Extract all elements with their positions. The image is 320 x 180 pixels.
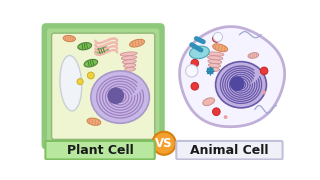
- Ellipse shape: [84, 59, 98, 67]
- Ellipse shape: [78, 43, 92, 50]
- Ellipse shape: [121, 56, 137, 60]
- FancyBboxPatch shape: [47, 28, 159, 144]
- Circle shape: [152, 132, 176, 155]
- Ellipse shape: [248, 53, 259, 58]
- Text: Plant Cell: Plant Cell: [67, 144, 133, 157]
- Circle shape: [262, 91, 266, 94]
- FancyBboxPatch shape: [52, 33, 155, 139]
- Circle shape: [186, 65, 198, 77]
- Ellipse shape: [189, 46, 209, 59]
- FancyBboxPatch shape: [176, 141, 283, 159]
- Ellipse shape: [207, 52, 224, 56]
- Circle shape: [107, 87, 124, 104]
- Ellipse shape: [203, 98, 215, 105]
- Circle shape: [77, 79, 83, 85]
- Circle shape: [212, 35, 220, 42]
- Ellipse shape: [209, 67, 220, 71]
- Ellipse shape: [216, 62, 267, 108]
- Circle shape: [191, 59, 199, 67]
- Circle shape: [260, 67, 268, 75]
- Ellipse shape: [207, 56, 223, 60]
- Circle shape: [230, 76, 244, 91]
- Circle shape: [213, 32, 222, 42]
- Text: VS: VS: [155, 137, 173, 150]
- Ellipse shape: [208, 60, 222, 64]
- Ellipse shape: [125, 67, 135, 71]
- Circle shape: [191, 82, 199, 90]
- Circle shape: [212, 108, 220, 116]
- Ellipse shape: [213, 44, 228, 52]
- Text: Animal Cell: Animal Cell: [190, 144, 269, 157]
- Circle shape: [87, 72, 94, 79]
- Ellipse shape: [123, 60, 136, 64]
- Circle shape: [207, 68, 213, 74]
- FancyBboxPatch shape: [42, 23, 165, 149]
- Ellipse shape: [87, 118, 101, 125]
- Ellipse shape: [60, 55, 82, 111]
- Ellipse shape: [124, 64, 136, 68]
- Ellipse shape: [120, 52, 137, 56]
- Ellipse shape: [63, 35, 76, 42]
- Ellipse shape: [130, 39, 145, 47]
- Circle shape: [224, 115, 228, 119]
- FancyBboxPatch shape: [45, 141, 155, 159]
- Polygon shape: [180, 27, 284, 127]
- Ellipse shape: [208, 64, 220, 68]
- Ellipse shape: [95, 47, 108, 55]
- Ellipse shape: [91, 71, 149, 123]
